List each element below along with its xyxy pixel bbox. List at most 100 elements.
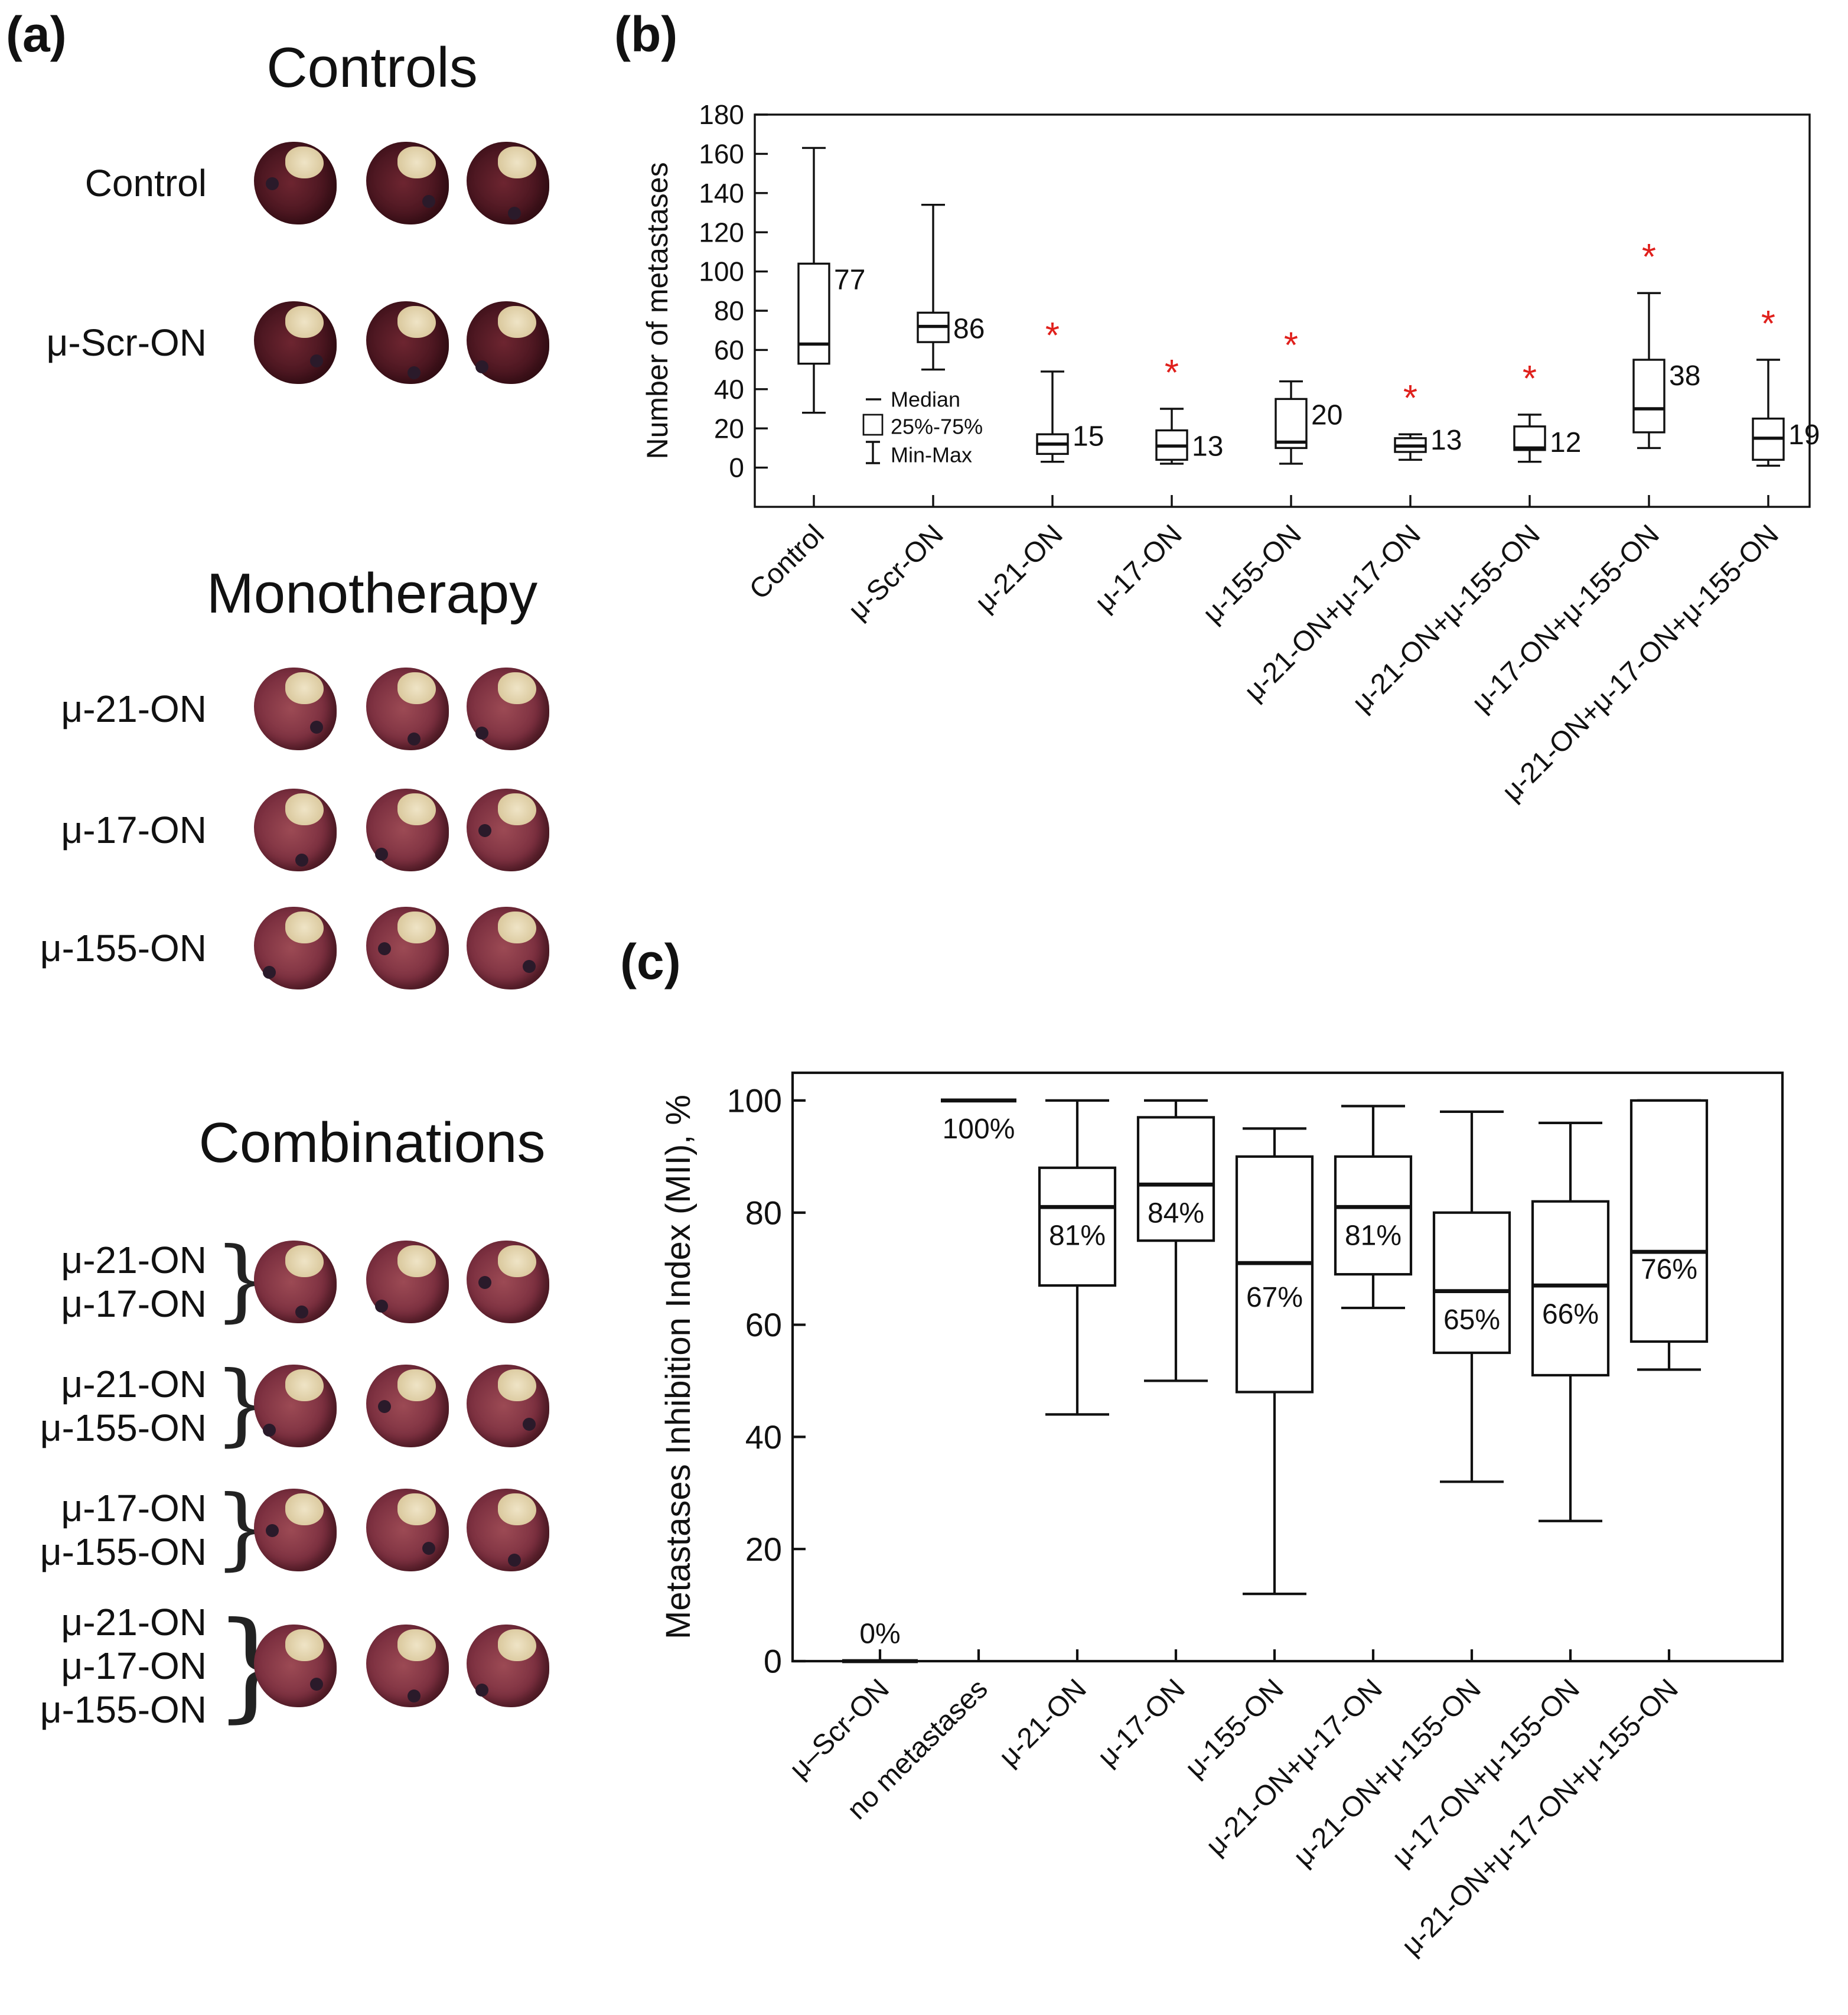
metastasis-spot [263,1424,276,1437]
y-tick-label: 20 [714,413,744,444]
iqr-box [1334,1155,1413,1276]
metastasis-spot [310,354,323,367]
lung-specimen-photo [366,1489,449,1571]
box-value-label: 67% [1246,1282,1303,1313]
iqr-box [1038,1166,1117,1287]
y-axis-label: Metastases Inhibition Index (MII), % [659,1095,698,1639]
x-category-label: μ-21-ON+μ-17-ON [1200,1673,1389,1861]
significance-star: * [1642,237,1656,278]
lung-specimen-photo [467,907,549,989]
y-tick-label: 60 [745,1306,782,1343]
metastasis-spot [408,1690,421,1703]
lung-specimen-photo [254,142,337,224]
significance-star: * [1403,378,1417,419]
metastasis-spot [295,854,308,867]
treatment-label: μ-Scr-ON [0,321,207,364]
section-title-monotherapy: Monotherapy [206,562,538,625]
metastasis-spot [375,1300,388,1313]
treatment-label-line: μ-155-ON [40,927,207,969]
treatment-label: μ-21-ON μ-155-ON [0,1362,207,1450]
metastasis-spot [523,960,536,973]
lung-specimen-photo [366,1365,449,1447]
y-tick-label: 100 [727,1082,782,1119]
treatment-label-line: μ-155-ON [40,1531,207,1573]
significance-star: * [1523,359,1537,399]
lung-specimen-photo [366,907,449,989]
lung-specimen-photo [467,1625,549,1707]
significance-star: * [1165,353,1179,393]
treatment-label-line: μ-21-ON [61,1239,207,1281]
y-tick-label: 60 [714,335,744,366]
treatment-label: Control [0,161,207,205]
box-value-label: 0% [859,1618,900,1649]
box-value-label: 13 [1192,431,1223,463]
treatment-label-line: μ-17-ON [61,1645,207,1687]
treatment-label: μ-21-ON [0,687,207,731]
legend-iqr-label: 25%-75% [891,415,983,439]
x-category-label: Control [744,519,830,606]
x-category-label: μ-21-ON [993,1673,1092,1772]
metastasis-spot [508,207,521,220]
y-tick-label: 40 [745,1418,782,1456]
y-tick-label: 0 [764,1643,782,1680]
y-tick-label: 140 [699,178,744,209]
x-category-label: μ-Scr-ON [842,519,949,626]
metastasis-spot [266,177,279,190]
box-value-label: 100% [943,1114,1015,1145]
legend-median-label: Median [891,388,960,412]
y-tick-label: 20 [745,1531,782,1568]
lung-specimen-photo [467,1365,549,1447]
y-tick-label: 80 [745,1194,782,1231]
treatment-label-line: μ-17-ON [61,1487,207,1529]
lung-specimen-photo [254,1625,337,1707]
lung-specimen-photo [366,301,449,384]
significance-star: * [1045,315,1060,356]
iqr-box [1629,1099,1709,1343]
box-value-label: 13 [1430,425,1462,456]
plot-frame [791,1071,1784,1663]
x-category-label: μ-17-ON [1088,519,1188,618]
metastasis-spot [422,195,435,208]
metastasis-spot [266,1524,279,1537]
treatment-label-line: μ-Scr-ON [46,321,207,364]
treatment-label-line: μ-17-ON [61,809,207,851]
lung-specimen-photo [254,1241,337,1323]
treatment-label: μ-155-ON [0,926,207,970]
metastasis-spot [478,824,491,837]
y-tick-label: 40 [714,374,744,405]
box-value-label: 76% [1641,1254,1697,1285]
x-category-label: μ-17-ON [1091,1673,1191,1772]
box-value-label: 81% [1345,1220,1402,1251]
metastasis-spot [378,1400,391,1413]
box-value-label: 15 [1073,421,1104,452]
metastasis-spot [295,1306,308,1319]
iqr-box [797,262,830,365]
metastasis-spot [408,733,421,746]
lung-specimen-photo [467,668,549,750]
lung-specimen-photo [467,1241,549,1323]
metastasis-spot [475,727,488,740]
metastasis-spot [523,1418,536,1431]
iqr-box [1432,1211,1511,1355]
lung-specimen-photo [366,1625,449,1707]
treatment-label-line: Control [84,162,207,204]
chart-b-metastases-count: 0 20 40 60 80 100 120 140 160 180 Number of metast… [641,99,1820,808]
metastasis-spot [475,1684,488,1697]
metastasis-spot [263,966,276,979]
legend-range-label: Min-Max [891,443,972,467]
lung-specimen-photo [254,789,337,871]
lung-specimen-photo [366,789,449,871]
metastasis-spot [422,1542,435,1555]
treatment-label-line: μ-21-ON [61,1363,207,1405]
lung-specimen-photo [254,1489,337,1571]
panel-b-letter: (b) [614,6,678,62]
y-tick-label: 100 [699,256,744,287]
y-tick-label: 0 [729,453,744,483]
box-value-label: 66% [1542,1298,1599,1330]
box-value-label: 38 [1669,360,1700,392]
y-tick-label: 160 [699,139,744,170]
treatment-label-line: μ-155-ON [40,1688,207,1731]
iqr-box [1531,1200,1610,1377]
x-category-label: μ-21-ON [969,519,1068,618]
box-value-label: 84% [1148,1198,1204,1229]
